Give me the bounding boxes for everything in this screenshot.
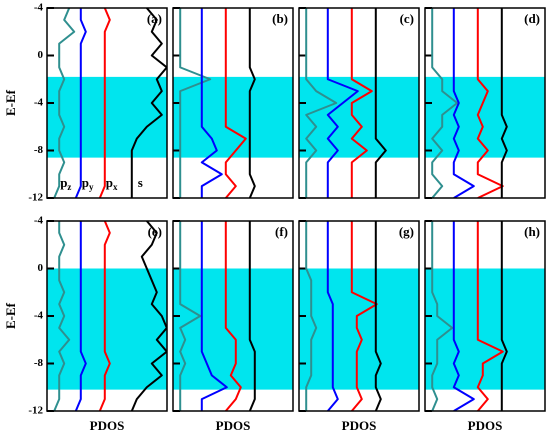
panel-frame bbox=[46, 220, 168, 412]
pdos-curve bbox=[431, 8, 459, 198]
pdos-curve bbox=[74, 221, 87, 411]
pdos-curve bbox=[179, 221, 202, 411]
series-label: pz bbox=[60, 175, 71, 192]
panel-label: (h) bbox=[524, 224, 540, 239]
pdos-curve bbox=[224, 8, 247, 198]
x-axis-label: PDOS bbox=[342, 418, 377, 433]
pdos-curve bbox=[476, 221, 504, 411]
pdos-curve bbox=[452, 221, 475, 411]
panel-label: (a) bbox=[147, 11, 162, 26]
series-label: py bbox=[82, 175, 94, 192]
pdos-curve bbox=[326, 221, 339, 411]
y-tick-label: -4 bbox=[34, 97, 44, 109]
panel-frame bbox=[298, 7, 420, 199]
pdos-curve bbox=[200, 221, 228, 411]
y-tick-label: -4 bbox=[34, 2, 44, 14]
y-tick-label: -4 bbox=[34, 310, 44, 322]
series-label: s bbox=[138, 175, 143, 190]
y-tick-label: 0 bbox=[38, 262, 44, 274]
pdos-curve bbox=[305, 221, 318, 411]
y-tick-label: 0 bbox=[38, 49, 44, 61]
y-tick-label: -12 bbox=[28, 192, 43, 204]
pdos-curve bbox=[500, 8, 508, 198]
series-name: s bbox=[138, 175, 143, 190]
panel-label: (c) bbox=[400, 11, 414, 26]
pdos-curve bbox=[350, 221, 378, 411]
series-sub: x bbox=[113, 182, 118, 192]
pdos-curve bbox=[248, 8, 256, 198]
series-name: p bbox=[106, 175, 113, 190]
pdos-curve bbox=[476, 8, 504, 198]
panel-frame bbox=[424, 220, 546, 412]
panel-frame bbox=[424, 7, 546, 199]
panel-frame bbox=[172, 7, 294, 199]
pdos-curve bbox=[98, 221, 111, 411]
panel-label: (f) bbox=[275, 224, 288, 239]
pdos-curve bbox=[74, 8, 87, 198]
x-axis-label: PDOS bbox=[216, 418, 251, 433]
panel-label: (d) bbox=[524, 11, 540, 26]
pdos-curve bbox=[500, 221, 508, 411]
pdos-curve bbox=[374, 8, 387, 198]
series-label: px bbox=[106, 175, 118, 192]
series-sub: z bbox=[67, 182, 71, 192]
panel-frame bbox=[172, 220, 294, 412]
pdos-curve bbox=[179, 8, 212, 198]
pdos-curve bbox=[305, 8, 338, 198]
x-axis-label: PDOS bbox=[468, 418, 503, 433]
band bbox=[299, 268, 419, 390]
y-tick-label: -8 bbox=[34, 144, 44, 156]
pdos-curve bbox=[374, 221, 382, 411]
pdos-curve bbox=[98, 8, 111, 198]
panel-label: (g) bbox=[399, 224, 414, 239]
y-axis-label: E-Ef bbox=[3, 89, 18, 116]
pdos-curve bbox=[431, 221, 454, 411]
pdos-curve bbox=[130, 8, 167, 198]
series-name: p bbox=[82, 175, 89, 190]
y-tick-label: -4 bbox=[34, 215, 44, 227]
pdos-curve bbox=[53, 221, 71, 411]
pdos-curve bbox=[326, 8, 359, 198]
band bbox=[47, 76, 167, 158]
pdos-curve bbox=[248, 221, 256, 411]
pdos-curve bbox=[224, 221, 242, 411]
y-axis-label: E-Ef bbox=[3, 302, 18, 329]
pdos-curve bbox=[200, 8, 223, 198]
panel-frame bbox=[46, 7, 168, 199]
y-tick-label: -12 bbox=[28, 405, 43, 417]
panel-label: (e) bbox=[148, 224, 162, 239]
band bbox=[425, 76, 545, 158]
x-axis-label: PDOS bbox=[90, 418, 125, 433]
pdos-curve bbox=[452, 8, 475, 198]
y-tick-label: -8 bbox=[34, 357, 44, 369]
band bbox=[425, 268, 545, 390]
pdos-curve bbox=[130, 221, 167, 411]
band bbox=[173, 76, 293, 158]
panel-label: (b) bbox=[272, 11, 288, 26]
series-name: p bbox=[60, 175, 67, 190]
panel-frame bbox=[298, 220, 420, 412]
pdos-curve bbox=[53, 8, 76, 198]
pdos-curve bbox=[350, 8, 373, 198]
series-sub: y bbox=[89, 182, 94, 192]
